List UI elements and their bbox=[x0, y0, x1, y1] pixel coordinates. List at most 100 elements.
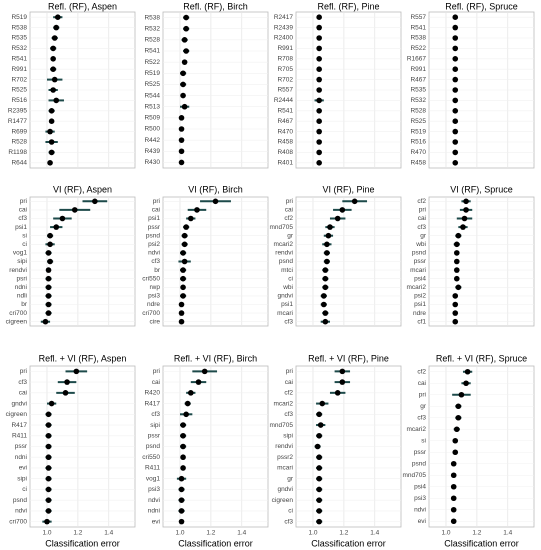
dot bbox=[178, 310, 185, 316]
panel-title: Refl. (RF), Birch bbox=[183, 1, 248, 11]
dot bbox=[452, 301, 459, 308]
dot bbox=[316, 160, 322, 166]
category-label: psi1 bbox=[15, 224, 27, 231]
category-label: mnd705 bbox=[270, 224, 294, 231]
category-label: R644 bbox=[11, 160, 27, 167]
category-label: ndvi bbox=[148, 250, 160, 257]
dot bbox=[45, 310, 52, 316]
category-label: pri bbox=[286, 368, 293, 375]
dot bbox=[51, 35, 58, 41]
x-tick-label: 1.0 bbox=[441, 530, 450, 537]
category-label: psi1 bbox=[414, 301, 426, 308]
category-label: ndvi bbox=[414, 506, 426, 513]
dot bbox=[178, 301, 185, 308]
category-label: R991 bbox=[277, 45, 293, 52]
panel-title: Refl. + VI (RF), Birch bbox=[174, 353, 257, 363]
category-label: mcari bbox=[277, 465, 293, 472]
dot bbox=[47, 160, 53, 166]
dot bbox=[47, 241, 53, 248]
category-label: R2417 bbox=[274, 14, 294, 21]
category-label: pssr bbox=[15, 443, 28, 450]
dot bbox=[452, 310, 459, 316]
category-label: rwp bbox=[150, 284, 161, 291]
dot bbox=[59, 215, 66, 222]
category-label: gr bbox=[420, 232, 427, 239]
dot bbox=[460, 224, 466, 230]
dot bbox=[316, 497, 322, 503]
category-label: R516 bbox=[11, 97, 27, 104]
dot bbox=[54, 14, 61, 20]
category-label: mtci bbox=[281, 267, 293, 274]
category-label: R708 bbox=[277, 56, 293, 63]
category-label: psnd bbox=[13, 497, 27, 504]
dot bbox=[327, 224, 333, 230]
dot bbox=[50, 66, 56, 72]
x-axis-label: Classification error bbox=[45, 538, 120, 548]
dot bbox=[316, 465, 322, 471]
category-label: R528 bbox=[410, 108, 426, 115]
category-label: R535 bbox=[11, 35, 27, 42]
x-axis-label: Classification error bbox=[311, 538, 386, 548]
dot bbox=[334, 390, 341, 396]
dot bbox=[339, 379, 346, 385]
category-label: R557 bbox=[410, 14, 426, 21]
dot bbox=[452, 87, 459, 93]
category-label: cf3 bbox=[151, 411, 160, 418]
dot bbox=[178, 159, 185, 166]
category-label: R538 bbox=[144, 14, 160, 21]
dot bbox=[450, 495, 457, 502]
dot bbox=[178, 486, 185, 493]
dot bbox=[201, 368, 208, 375]
category-label: gndvi bbox=[11, 400, 27, 407]
dot bbox=[450, 518, 457, 525]
dot bbox=[452, 35, 459, 41]
category-label: cri700 bbox=[142, 310, 160, 317]
category-label: R411 bbox=[145, 465, 160, 472]
dot bbox=[45, 454, 52, 461]
category-label: R699 bbox=[11, 128, 27, 135]
category-label: ci bbox=[288, 508, 293, 515]
dot bbox=[461, 215, 468, 222]
panel-title: VI (RF), Spruce bbox=[450, 184, 513, 194]
dot bbox=[53, 24, 60, 31]
dot bbox=[316, 149, 322, 156]
dot bbox=[50, 87, 56, 93]
dot bbox=[455, 232, 462, 239]
dot bbox=[194, 207, 200, 213]
category-label: gr bbox=[287, 475, 294, 482]
category-label: psi1 bbox=[148, 215, 160, 222]
dot bbox=[181, 103, 188, 110]
category-label: R519 bbox=[410, 128, 426, 135]
dot bbox=[316, 14, 322, 20]
dot bbox=[45, 293, 52, 299]
dot bbox=[181, 258, 188, 265]
category-label: psnd bbox=[146, 232, 160, 239]
category-label: psi3 bbox=[148, 486, 160, 493]
panel-frame bbox=[428, 365, 535, 528]
category-label: R1667 bbox=[407, 56, 427, 63]
category-label: R702 bbox=[277, 76, 293, 83]
category-label: R439 bbox=[144, 148, 160, 155]
category-label: psnd bbox=[412, 250, 426, 257]
category-label: psi3 bbox=[414, 495, 426, 502]
panel-title: Refl. + VI (RF), Pine bbox=[308, 353, 389, 363]
category-label: mcari2 bbox=[406, 284, 426, 291]
category-label: cai bbox=[285, 207, 293, 214]
category-label: cf3 bbox=[284, 411, 293, 418]
category-label: R535 bbox=[410, 87, 426, 94]
dot bbox=[181, 37, 188, 43]
dot bbox=[316, 411, 322, 418]
category-label: cf2 bbox=[417, 368, 426, 375]
category-label: R470 bbox=[410, 149, 426, 156]
dot bbox=[463, 207, 469, 213]
category-label: pri bbox=[20, 368, 27, 375]
dot bbox=[455, 414, 462, 421]
category-label: R467 bbox=[410, 76, 426, 83]
category-label: R541 bbox=[144, 48, 160, 55]
category-label: wbi bbox=[415, 241, 426, 248]
dot bbox=[450, 483, 457, 490]
x-tick-label: 1.0 bbox=[42, 530, 51, 537]
category-label: rendvi bbox=[275, 443, 293, 450]
dot bbox=[452, 139, 459, 145]
panel-frame bbox=[162, 11, 269, 169]
